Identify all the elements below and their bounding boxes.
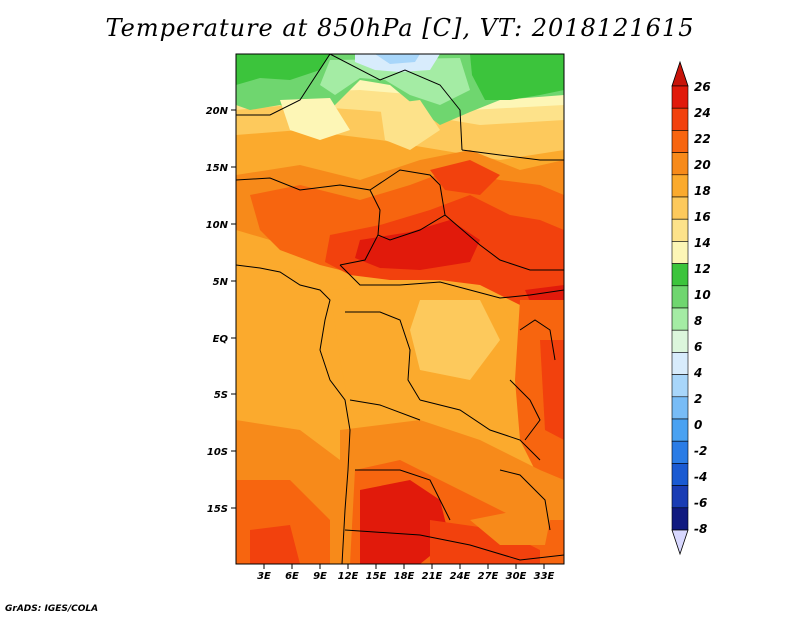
colorbar-swatch <box>671 107 689 131</box>
lat-tick-label: 10S <box>207 447 228 458</box>
colorbar-swatch <box>671 130 689 153</box>
lon-tick-label: 27E <box>478 571 499 582</box>
colorbar-label: -2 <box>694 444 707 458</box>
colorbar-label: 10 <box>694 288 711 302</box>
lon-tick-label: 3E <box>257 571 271 582</box>
map-frame <box>235 53 565 565</box>
page-title: Temperature at 850hPa [C], VT: 201812161… <box>105 14 695 42</box>
colorbar-swatch <box>671 463 689 486</box>
lon-tick-label: 12E <box>338 571 359 582</box>
lon-tick-label: 15E <box>366 571 387 582</box>
colorbar-label: 8 <box>694 314 702 328</box>
lat-tick-label: 15S <box>207 504 228 515</box>
colorbar-swatch <box>671 485 689 509</box>
colorbar-swatch <box>671 196 689 220</box>
colorbar-swatch <box>671 307 689 331</box>
lat-tick-label: EQ <box>213 334 229 345</box>
lon-tick-label: 33E <box>534 571 555 582</box>
colorbar-label: -4 <box>694 470 707 484</box>
lat-tick-label: 20N <box>206 106 229 117</box>
lat-tick-label: 10N <box>206 220 229 231</box>
country-borders <box>236 54 564 564</box>
colorbar-swatch <box>671 329 689 353</box>
colorbar-label: 4 <box>693 366 702 380</box>
lon-tick-label: 18E <box>394 571 415 582</box>
colorbar-swatch <box>671 418 689 442</box>
colorbar-swatch <box>671 174 689 198</box>
lon-axis: 3E 6E 9E 12E 15E 18E 21E 24E 27E 30E 33E <box>257 564 555 582</box>
colorbar-label: 2 <box>694 392 702 406</box>
colorbar-swatch <box>671 263 689 287</box>
colorbar-label: 16 <box>694 210 711 224</box>
colorbar-label: 18 <box>694 184 711 198</box>
colorbar: 26 24 22 20 18 16 14 12 10 8 6 4 2 0 -2 … <box>671 60 711 556</box>
colorbar-swatch <box>671 85 689 109</box>
colorbar-swatch <box>671 152 689 176</box>
colorbar-label: 22 <box>694 132 711 146</box>
colorbar-swatch <box>671 440 689 464</box>
lat-tick-label: 15N <box>206 163 229 174</box>
colorbar-swatch <box>671 396 689 420</box>
grads-credit: GrADS: IGES/COLA <box>5 604 99 614</box>
colorbar-label: 0 <box>694 418 702 432</box>
colorbar-label: 24 <box>694 106 711 120</box>
lat-tick-label: 5S <box>214 390 228 401</box>
colorbar-label: -6 <box>694 496 707 510</box>
colorbar-top-arrow <box>671 60 689 87</box>
colorbar-swatch <box>671 285 689 309</box>
lon-tick-label: 21E <box>422 571 443 582</box>
lon-tick-label: 9E <box>313 571 327 582</box>
colorbar-label: 6 <box>694 340 702 354</box>
colorbar-label: 26 <box>694 80 711 94</box>
lon-tick-label: 30E <box>506 571 527 582</box>
lat-axis: 20N 15N 10N 5N EQ 5S 10S 15S <box>206 106 236 515</box>
colorbar-swatch <box>671 241 689 264</box>
colorbar-label: 12 <box>694 262 711 276</box>
temperature-field <box>236 54 564 564</box>
colorbar-swatch <box>671 218 689 242</box>
colorbar-label: 20 <box>694 158 711 172</box>
lon-tick-label: 24E <box>450 571 471 582</box>
colorbar-bottom-arrow <box>671 529 689 556</box>
colorbar-label: 14 <box>694 236 711 250</box>
lat-tick-label: 5N <box>213 277 229 288</box>
colorbar-label: -8 <box>694 522 707 536</box>
colorbar-swatch <box>671 352 689 375</box>
colorbar-swatch <box>671 374 689 398</box>
lon-tick-label: 6E <box>285 571 299 582</box>
colorbar-swatch <box>671 507 689 531</box>
